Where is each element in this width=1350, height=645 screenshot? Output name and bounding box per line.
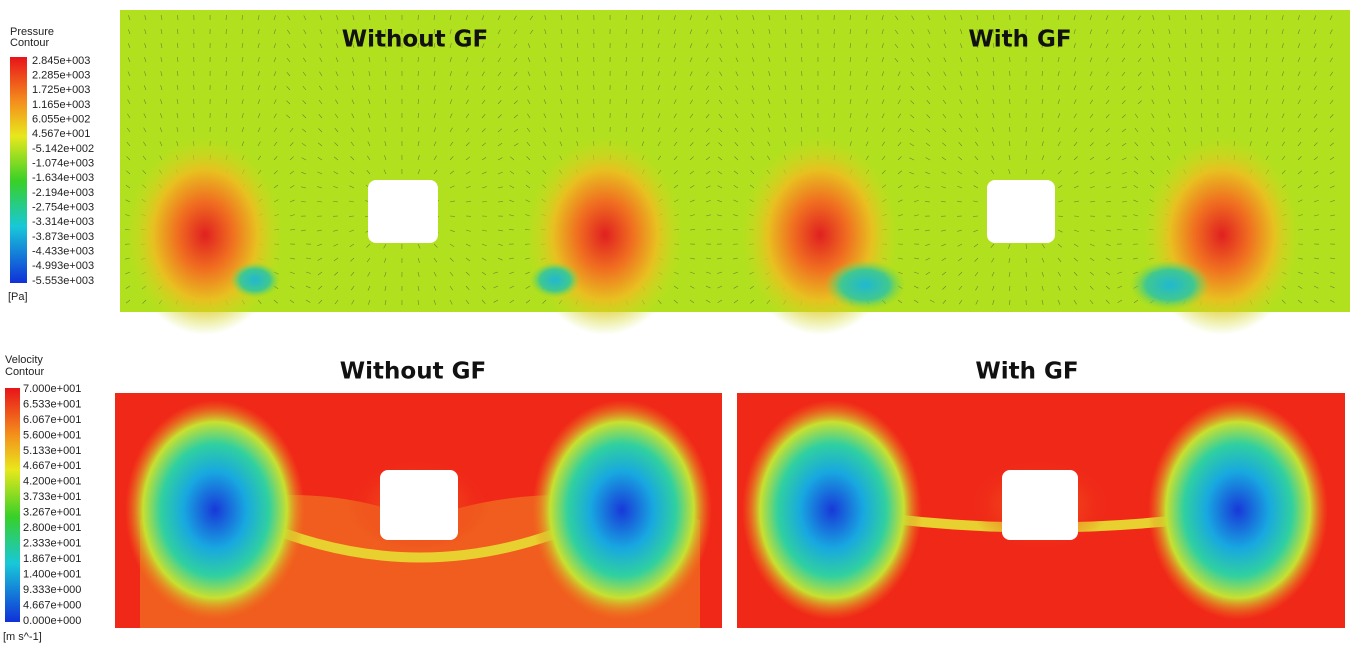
legend-label: -1.074e+003 bbox=[32, 158, 94, 170]
legend-label: 1.165e+003 bbox=[32, 99, 90, 111]
legend-label: 1.867e+001 bbox=[23, 553, 81, 565]
legend-label: 3.733e+001 bbox=[23, 491, 81, 503]
legend-label: -5.553e+003 bbox=[32, 275, 94, 287]
legend-title: Contour bbox=[10, 37, 49, 49]
colorbar bbox=[5, 388, 20, 622]
legend-title: Velocity bbox=[5, 354, 43, 366]
legend-label: 6.067e+001 bbox=[23, 414, 81, 426]
velocity-field bbox=[115, 393, 1345, 628]
legend-label: 2.285e+003 bbox=[32, 70, 90, 82]
legend-label: 1.400e+001 bbox=[23, 569, 81, 581]
legend-label: -4.993e+003 bbox=[32, 260, 94, 272]
legend-label: 6.533e+001 bbox=[23, 398, 81, 410]
legend-label: 5.133e+001 bbox=[23, 445, 81, 457]
legend-label: -3.873e+003 bbox=[32, 231, 94, 243]
legend-label: 2.333e+001 bbox=[23, 538, 81, 550]
legend-label: 3.267e+001 bbox=[23, 507, 81, 519]
legend-label: -5.142e+002 bbox=[32, 143, 94, 155]
legend-label: 4.667e+000 bbox=[23, 599, 81, 611]
legend-label: -2.194e+003 bbox=[32, 187, 94, 199]
legend-label: 2.845e+003 bbox=[32, 55, 90, 67]
legend-label: -2.754e+003 bbox=[32, 202, 94, 214]
panel-title: With GF bbox=[968, 27, 1071, 53]
legend-label: 9.333e+000 bbox=[23, 584, 81, 596]
legend-label: 1.725e+003 bbox=[32, 84, 90, 96]
legend-title: Contour bbox=[5, 366, 44, 378]
legend-label: 0.000e+000 bbox=[23, 615, 81, 627]
figure: Without GF With GF Pressure Contour [Pa]… bbox=[0, 0, 1350, 645]
legend-label: 4.567e+001 bbox=[32, 128, 90, 140]
legend-label: -3.314e+003 bbox=[32, 216, 94, 228]
legend-label: 4.667e+001 bbox=[23, 460, 81, 472]
legend-label: 7.000e+001 bbox=[23, 383, 81, 395]
panel-title: Without GF bbox=[340, 359, 486, 385]
legend-label: -1.634e+003 bbox=[32, 172, 94, 184]
legend-label: -4.433e+003 bbox=[32, 246, 94, 258]
legend-label: 2.800e+001 bbox=[23, 522, 81, 534]
panel-title: With GF bbox=[975, 359, 1078, 385]
legend-label: 6.055e+002 bbox=[32, 114, 90, 126]
panel-title: Without GF bbox=[342, 27, 488, 53]
legend-label: 5.600e+001 bbox=[23, 429, 81, 441]
legend-label: 4.200e+001 bbox=[23, 476, 81, 488]
legend-units: [m s^-1] bbox=[3, 631, 42, 643]
colorbar bbox=[10, 57, 27, 283]
legend-units: [Pa] bbox=[8, 291, 28, 303]
